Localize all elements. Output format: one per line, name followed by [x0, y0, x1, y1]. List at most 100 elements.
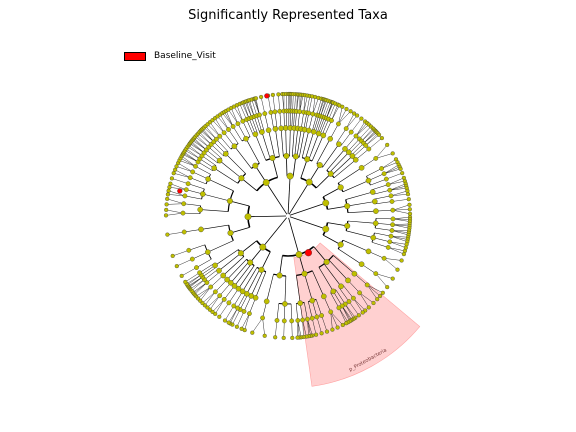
cladogram-branch [375, 209, 393, 212]
cladogram-branch [347, 280, 360, 293]
cladogram-node [314, 314, 320, 320]
cladogram-branch [202, 266, 217, 278]
cladogram-branch [389, 185, 407, 191]
cladogram-node [197, 270, 202, 276]
cladogram-node [353, 133, 359, 139]
cladogram-branch [299, 129, 305, 158]
cladogram-branch [183, 203, 201, 206]
cladogram-branch [187, 274, 202, 286]
cladogram-node [244, 213, 252, 221]
cladogram-branch [355, 122, 368, 137]
cladogram-node [278, 125, 284, 132]
cladogram-branch [329, 152, 350, 173]
cladogram-branch [375, 153, 393, 159]
cladogram-node [221, 297, 227, 302]
cladogram-branch [328, 103, 336, 120]
cladogram-branch [219, 136, 231, 150]
cladogram-branch [275, 128, 280, 157]
cladogram-branch [246, 101, 252, 118]
cladogram-branch [308, 133, 319, 160]
cladogram-branch [375, 218, 394, 220]
cladogram-node [309, 315, 315, 321]
cladogram-branch [171, 178, 189, 184]
cladogram-branch [321, 119, 329, 135]
cladogram-branch [302, 319, 304, 338]
cladogram-branch [283, 111, 285, 129]
cladogram-node [217, 133, 223, 139]
cladogram-node [375, 297, 380, 302]
cladogram-node [241, 309, 247, 314]
cladogram-node [183, 279, 188, 284]
cladogram-branch [324, 101, 331, 118]
cladogram-branch [368, 251, 385, 259]
cladogram-branch [193, 137, 207, 151]
cladogram-node [348, 129, 354, 135]
cladogram-node [371, 300, 376, 306]
cladogram-branch [313, 246, 327, 263]
cladogram-branch [166, 209, 184, 214]
cladogram-branch [200, 286, 211, 301]
cladogram-node-significant [177, 188, 183, 194]
cladogram-branch [239, 103, 247, 120]
cladogram-node [276, 272, 283, 279]
cladogram-branch [316, 98, 322, 116]
cladogram-branch [187, 146, 203, 156]
cladogram-branch [320, 100, 327, 117]
cladogram-branch [381, 159, 397, 169]
cladogram-node [363, 143, 369, 148]
cladogram-branch [307, 319, 311, 336]
cladogram-branch [318, 99, 325, 116]
cladogram-node [345, 277, 351, 284]
cladogram-node [252, 162, 259, 169]
cladogram-branch [268, 130, 276, 158]
cladogram-branch [284, 275, 287, 304]
cladogram-node [235, 285, 242, 292]
cladogram-node [217, 314, 222, 319]
cladogram-node [337, 241, 344, 248]
cladogram-branch [192, 171, 209, 180]
cladogram-branch [302, 319, 307, 337]
cladogram-branch [336, 128, 347, 143]
cladogram-node [214, 136, 219, 142]
cladogram-branch [375, 273, 393, 279]
cladogram-branch [290, 303, 292, 321]
cladogram-branch [180, 158, 196, 167]
cladogram-branch [228, 129, 239, 144]
cladogram-branch [279, 255, 283, 276]
legend-swatch-baseline-visit [124, 51, 146, 61]
cladogram-branch [308, 301, 313, 319]
cladogram-branch [375, 273, 388, 288]
cladogram-node [390, 216, 396, 222]
cladogram-node [405, 192, 411, 197]
cladogram-branch [229, 200, 250, 207]
cladogram-node [297, 109, 303, 114]
cladogram-branch [346, 113, 355, 129]
cladogram-branch [299, 94, 302, 112]
cladogram-node [364, 282, 370, 288]
cladogram-branch [282, 94, 285, 112]
cladogram-node [174, 164, 179, 169]
cladogram-node [324, 329, 330, 334]
cladogram-branch [296, 275, 301, 304]
cladogram-branch [392, 210, 411, 214]
cladogram-branch [392, 223, 410, 225]
cladogram-branch [224, 305, 234, 321]
cladogram-branch [195, 166, 211, 175]
cladogram-node [344, 106, 349, 112]
cladogram-node-significant [304, 249, 312, 257]
cladogram-branch [361, 128, 374, 142]
cladogram-branch [248, 118, 256, 135]
cladogram-branch [334, 159, 356, 178]
cladogram-branch [338, 111, 351, 125]
cladogram-node [390, 151, 395, 156]
cladogram-branch [238, 265, 255, 289]
cladogram-node [330, 288, 337, 295]
cladogram-node [314, 332, 319, 337]
cladogram-branch [390, 236, 409, 238]
cladogram-branch [299, 303, 303, 321]
cladogram-node [401, 252, 406, 257]
cladogram-branch [392, 224, 410, 227]
cladogram-branch [267, 95, 272, 113]
cladogram-branch [361, 129, 375, 142]
cladogram-branch [305, 113, 310, 130]
